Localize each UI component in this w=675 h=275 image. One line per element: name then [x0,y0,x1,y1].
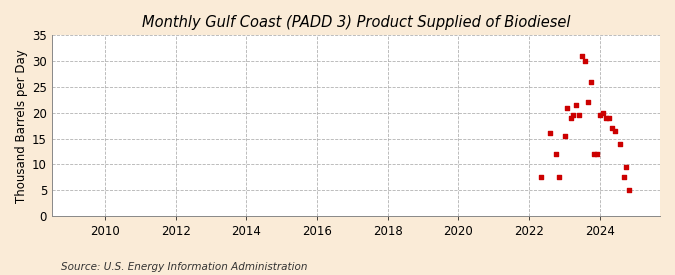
Point [553,175,564,180]
Point [589,152,599,156]
Point [562,105,573,110]
Point [568,113,578,117]
Point [615,142,626,146]
Point [624,188,634,192]
Text: Source: U.S. Energy Information Administration: Source: U.S. Energy Information Administ… [61,262,307,272]
Point [565,116,576,120]
Point [580,59,591,63]
Point [606,126,617,130]
Point [592,152,603,156]
Point [601,116,612,120]
Point [577,54,588,58]
Point [574,113,585,117]
Point [571,103,582,107]
Point [544,131,555,136]
Point [597,111,608,115]
Point [595,113,605,117]
Point [550,152,561,156]
Y-axis label: Thousand Barrels per Day: Thousand Barrels per Day [15,49,28,202]
Point [583,100,593,104]
Point [610,129,620,133]
Point [603,116,614,120]
Point [586,79,597,84]
Point [559,134,570,138]
Point [535,175,546,180]
Point [618,175,629,180]
Point [621,165,632,169]
Title: Monthly Gulf Coast (PADD 3) Product Supplied of Biodiesel: Monthly Gulf Coast (PADD 3) Product Supp… [142,15,570,30]
